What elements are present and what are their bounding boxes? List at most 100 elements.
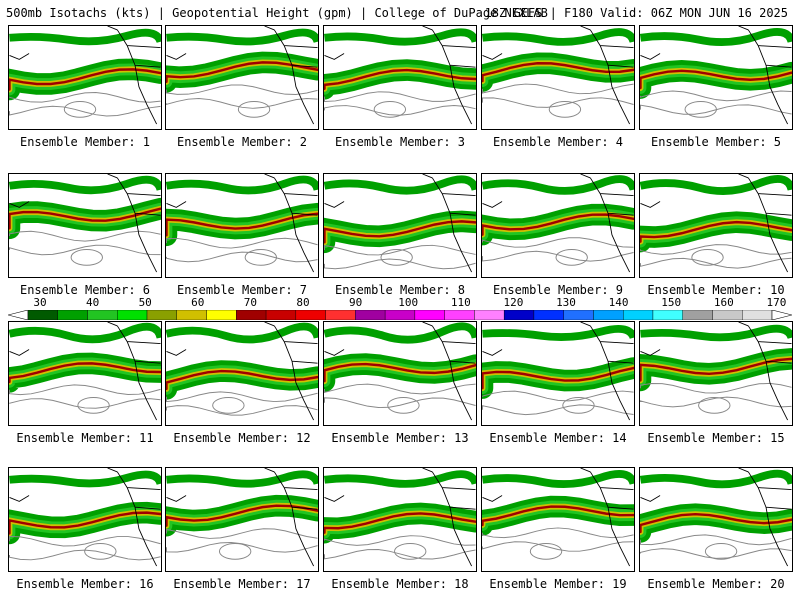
coastline bbox=[482, 26, 634, 125]
jet-band bbox=[166, 212, 318, 237]
isotach-colorbar bbox=[8, 310, 792, 320]
height-contour bbox=[212, 397, 245, 414]
coastline bbox=[640, 26, 792, 125]
isotach-map bbox=[324, 174, 476, 273]
jet-band bbox=[324, 220, 476, 244]
colorbar-tick-label: 50 bbox=[138, 296, 152, 309]
isotach-patch bbox=[482, 28, 634, 46]
ensemble-member-label: Ensemble Member: 8 bbox=[334, 283, 466, 297]
height-contour bbox=[640, 534, 792, 546]
height-contour bbox=[387, 397, 420, 414]
coastline bbox=[166, 468, 318, 567]
isotach-map bbox=[482, 468, 634, 567]
ensemble-map-panel bbox=[323, 173, 477, 278]
coastline bbox=[9, 468, 161, 567]
ensemble-map-panel bbox=[323, 467, 477, 572]
isotach-patch bbox=[9, 322, 161, 344]
isotach-patch bbox=[482, 175, 634, 195]
colorbar-swatch bbox=[146, 310, 177, 320]
height-contour bbox=[166, 84, 318, 95]
isotach-patch bbox=[9, 175, 161, 195]
height-contour bbox=[640, 548, 792, 559]
height-contour bbox=[640, 244, 792, 255]
isotach-patch bbox=[166, 28, 318, 46]
isotach-map bbox=[482, 322, 634, 421]
isotach-patch bbox=[640, 175, 792, 195]
jet-band bbox=[9, 207, 161, 230]
colorbar-swatch bbox=[117, 310, 148, 320]
height-contour bbox=[548, 101, 582, 118]
height-contour bbox=[324, 258, 476, 270]
ensemble-member-label: Ensemble Member: 7 bbox=[176, 283, 308, 297]
colorbar-tick-label: 60 bbox=[191, 296, 205, 309]
height-contour bbox=[704, 543, 738, 560]
colorbar-tick-label: 160 bbox=[713, 296, 734, 309]
isotach-map bbox=[640, 468, 792, 567]
jet-band bbox=[640, 220, 792, 243]
chart-title: 500mb Isotachs (kts) | Geopotential Heig… bbox=[6, 6, 548, 20]
height-contour bbox=[9, 105, 161, 117]
height-contour bbox=[482, 404, 634, 416]
colorbar-tick-label: 100 bbox=[398, 296, 419, 309]
coastline bbox=[324, 322, 476, 421]
height-contour bbox=[84, 543, 117, 560]
colorbar-tick-label: 150 bbox=[661, 296, 682, 309]
colorbar-swatch bbox=[57, 310, 88, 320]
height-contour bbox=[482, 97, 634, 108]
coastline bbox=[482, 174, 634, 273]
coastline bbox=[9, 322, 161, 421]
ensemble-member-label: Ensemble Member: 2 bbox=[176, 135, 308, 149]
isotach-patch bbox=[482, 469, 634, 488]
colorbar-swatch bbox=[236, 310, 267, 320]
height-contour bbox=[640, 257, 792, 269]
height-contour bbox=[482, 527, 634, 539]
height-contour bbox=[482, 237, 634, 248]
jet-band bbox=[9, 362, 161, 384]
ensemble-member-label: Ensemble Member: 13 bbox=[331, 431, 469, 445]
isotach-patch bbox=[640, 27, 792, 46]
height-contour bbox=[529, 543, 563, 560]
ensemble-member-label: Ensemble Member: 20 bbox=[647, 577, 785, 591]
height-contour bbox=[9, 92, 161, 103]
ensemble-map-panel bbox=[639, 173, 793, 278]
height-contour bbox=[698, 397, 731, 414]
colorbar-swatch bbox=[384, 310, 416, 320]
isotach-map bbox=[324, 322, 476, 421]
jet-band bbox=[9, 68, 161, 91]
coastline bbox=[166, 26, 318, 125]
ensemble-member-label: Ensemble Member: 6 bbox=[19, 283, 151, 297]
colorbar-swatch bbox=[355, 310, 386, 320]
colorbar-swatch bbox=[27, 310, 58, 320]
isotach-patch bbox=[324, 470, 476, 488]
colorbar-swatch bbox=[474, 310, 505, 320]
isotach-map bbox=[9, 322, 161, 421]
colorbar-tick-label: 120 bbox=[503, 296, 524, 309]
isotach-map bbox=[482, 26, 634, 125]
height-contour bbox=[166, 405, 318, 416]
colorbar-right-arrow bbox=[771, 310, 792, 320]
height-contour bbox=[324, 244, 476, 256]
isotach-patch bbox=[166, 470, 318, 488]
height-contour bbox=[166, 251, 318, 263]
colorbar-swatch bbox=[742, 310, 773, 320]
colorbar-tick-label: 110 bbox=[450, 296, 471, 309]
coastline bbox=[9, 174, 161, 273]
height-contour bbox=[237, 101, 271, 118]
colorbar-left-arrow bbox=[8, 310, 29, 320]
isotach-map bbox=[640, 174, 792, 273]
jet-band bbox=[640, 69, 792, 90]
coastline bbox=[640, 468, 792, 567]
coastline bbox=[324, 468, 476, 567]
ensemble-member-label: Ensemble Member: 18 bbox=[331, 577, 469, 591]
height-contour bbox=[324, 104, 476, 116]
height-contour bbox=[166, 528, 318, 539]
isotach-patch bbox=[9, 470, 161, 488]
colorbar-tick-label: 70 bbox=[243, 296, 258, 309]
height-contour bbox=[380, 249, 413, 266]
colorbar-tick-label: 30 bbox=[33, 296, 47, 309]
ensemble-map-panel bbox=[165, 321, 319, 426]
height-contour bbox=[77, 397, 110, 414]
jet-band bbox=[166, 504, 318, 527]
ensemble-member-label: Ensemble Member: 4 bbox=[492, 135, 624, 149]
isotach-patch bbox=[9, 28, 161, 46]
